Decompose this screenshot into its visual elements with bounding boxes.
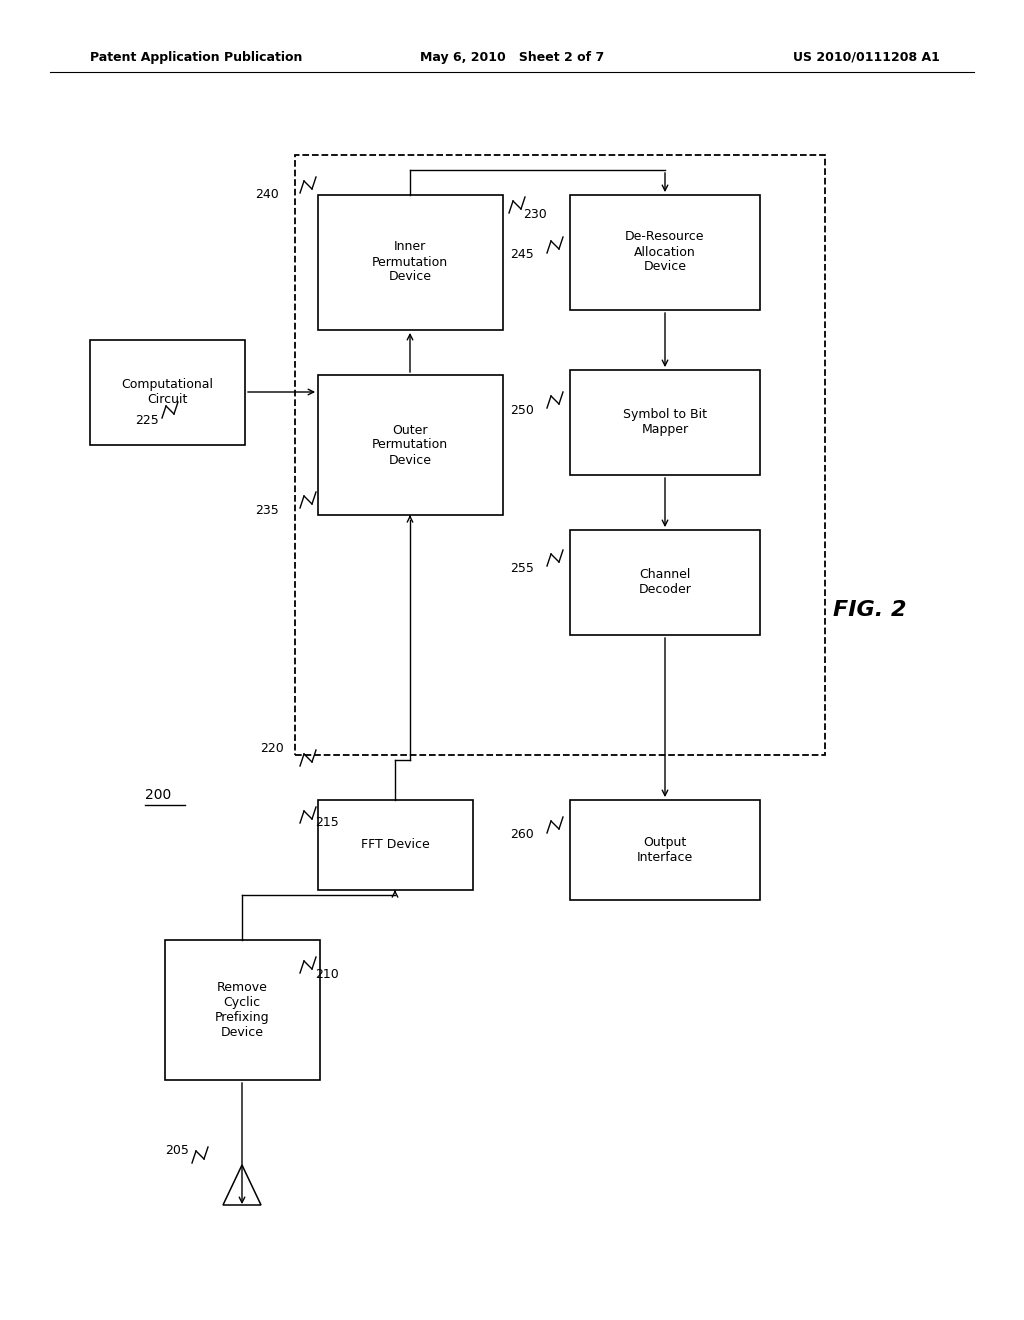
Text: US 2010/0111208 A1: US 2010/0111208 A1 [794, 50, 940, 63]
Bar [318, 195, 503, 330]
Text: 205: 205 [165, 1143, 188, 1156]
Bar [295, 154, 825, 755]
Text: Symbol to Bit
Mapper: Symbol to Bit Mapper [623, 408, 707, 436]
Text: 255: 255 [510, 561, 534, 574]
Text: 230: 230 [523, 209, 547, 222]
Text: 210: 210 [315, 969, 339, 982]
Text: 225: 225 [135, 413, 159, 426]
Bar [318, 800, 473, 890]
Bar [570, 531, 760, 635]
Text: 245: 245 [510, 248, 534, 261]
Text: FFT Device: FFT Device [360, 838, 429, 851]
Text: De-Resource
Allocation
Device: De-Resource Allocation Device [626, 231, 705, 273]
Bar [570, 800, 760, 900]
Text: FIG. 2: FIG. 2 [834, 601, 906, 620]
Bar [570, 195, 760, 310]
Text: Computational
Circuit: Computational Circuit [121, 378, 213, 407]
Bar [318, 375, 503, 515]
Text: 240: 240 [255, 189, 279, 202]
Text: Inner
Permutation
Device: Inner Permutation Device [372, 240, 449, 284]
Bar [90, 341, 245, 445]
Text: 260: 260 [510, 829, 534, 842]
Text: Channel
Decoder: Channel Decoder [639, 568, 691, 597]
Text: Output
Interface: Output Interface [637, 836, 693, 865]
Bar [570, 370, 760, 475]
Bar [165, 940, 319, 1080]
Text: Outer
Permutation
Device: Outer Permutation Device [372, 424, 449, 466]
Text: 200: 200 [145, 788, 171, 803]
Text: 235: 235 [255, 503, 279, 516]
Text: 250: 250 [510, 404, 534, 417]
Text: Patent Application Publication: Patent Application Publication [90, 50, 302, 63]
Text: 220: 220 [260, 742, 284, 755]
Text: May 6, 2010   Sheet 2 of 7: May 6, 2010 Sheet 2 of 7 [420, 50, 604, 63]
Text: Remove
Cyclic
Prefixing
Device: Remove Cyclic Prefixing Device [215, 981, 269, 1039]
Text: 215: 215 [315, 817, 339, 829]
